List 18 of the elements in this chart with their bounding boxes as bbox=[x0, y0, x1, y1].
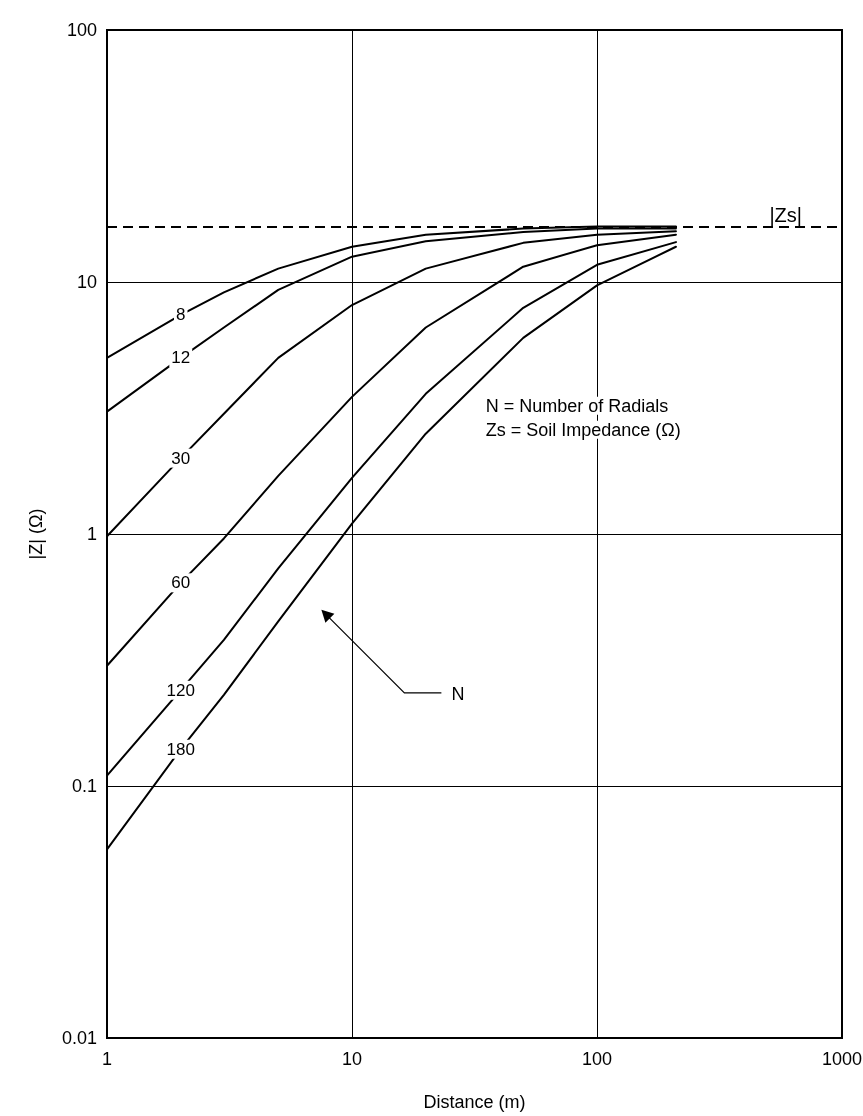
ref-line-label: |Zs| bbox=[769, 203, 802, 226]
series-label: 60 bbox=[171, 573, 191, 593]
annotation: Zs = Soil Impedance (Ω) bbox=[485, 419, 681, 440]
annotation: N = Number of Radials bbox=[485, 395, 669, 416]
x-tick-label: 100 bbox=[581, 1049, 613, 1069]
series-label: 12 bbox=[171, 348, 191, 368]
x-axis-title: Distance (m) bbox=[423, 1092, 526, 1112]
y-tick-label: 100 bbox=[66, 20, 97, 40]
y-tick-label: 10 bbox=[76, 272, 97, 292]
y-tick-label: 0.1 bbox=[71, 776, 97, 796]
annotation: N bbox=[451, 683, 465, 704]
x-tick-label: 1000 bbox=[821, 1049, 863, 1069]
y-axis-title: |Z| (Ω) bbox=[26, 508, 46, 560]
x-tick-label: 1 bbox=[101, 1049, 113, 1069]
x-tick-label: 10 bbox=[341, 1049, 363, 1069]
series-label: 30 bbox=[171, 448, 191, 468]
y-tick-label: 1 bbox=[86, 524, 97, 544]
y-tick-label: 0.01 bbox=[61, 1028, 97, 1048]
